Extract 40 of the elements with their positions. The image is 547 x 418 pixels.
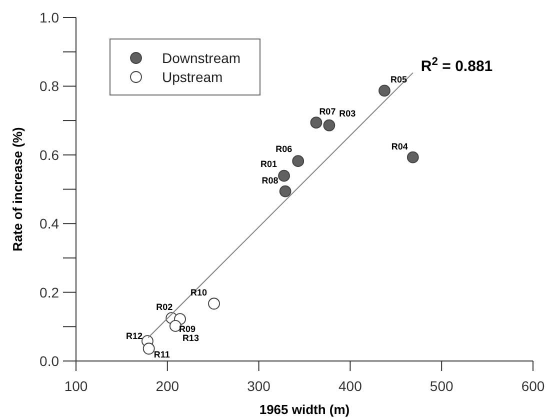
legend-label: Upstream [162,69,223,85]
annotation: R06 [276,144,292,154]
point [378,84,390,97]
x-axis-title: 1965 width (m) [259,402,350,417]
annotation: R13 [182,332,199,343]
point [323,119,336,132]
annotation: R02 [156,302,173,312]
y-axis-title: Rate of increase (%) [10,127,25,252]
y-tick-label: 0.8 [40,78,60,94]
y-tick-label: 0.4 [40,216,60,232]
x-tick-label: 600 [521,378,545,394]
x-tick-label: 100 [64,378,88,394]
annotation: R05 [390,74,407,85]
annotation: R10 [190,288,208,298]
annotation: R12 [126,331,142,342]
legend-label: Downstream [162,50,241,66]
point [142,342,155,355]
annotation: R04 [391,141,408,152]
y-tick-label: 0.0 [40,353,60,369]
annotation: R01 [260,158,278,169]
point [406,151,419,164]
annotation: R$^{2}$ = 0.881 [420,56,493,75]
y-tick-label: 1.0 [40,10,60,26]
point [278,170,290,182]
annotation: R07 [319,106,336,117]
x-tick-label: 200 [156,378,180,394]
x-tick-label: 500 [430,378,454,394]
annotation: R11 [154,350,170,360]
x-tick-label: 300 [247,378,271,394]
x-tick-label: 400 [338,378,362,394]
point [208,298,220,310]
y-tick-label: 0.6 [40,146,60,163]
point [279,185,292,198]
annotation: R09 [179,324,196,334]
point [169,320,182,332]
annotation: R08 [262,175,278,186]
point [292,155,304,168]
y-tick-label: 0.2 [40,284,60,300]
annotation: R03 [339,108,356,118]
point [310,116,322,129]
